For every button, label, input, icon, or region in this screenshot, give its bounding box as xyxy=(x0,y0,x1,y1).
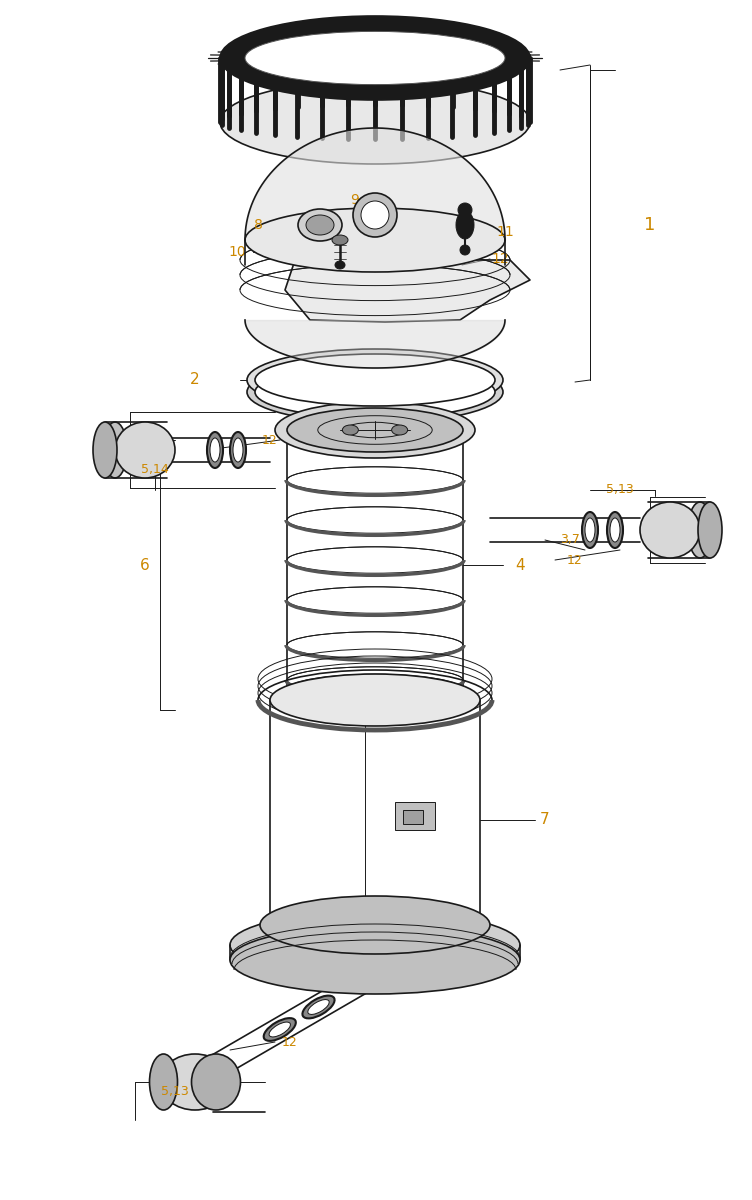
Bar xyxy=(403,810,423,824)
Ellipse shape xyxy=(460,245,470,254)
Ellipse shape xyxy=(287,674,463,706)
Ellipse shape xyxy=(245,31,505,84)
Ellipse shape xyxy=(392,425,408,434)
Text: 5,13: 5,13 xyxy=(606,484,634,497)
Text: 12: 12 xyxy=(282,1036,298,1049)
Ellipse shape xyxy=(207,432,223,468)
Ellipse shape xyxy=(361,200,389,229)
Ellipse shape xyxy=(298,209,342,241)
Text: 4: 4 xyxy=(515,558,525,572)
Text: 12: 12 xyxy=(491,252,509,266)
Ellipse shape xyxy=(247,361,503,422)
Ellipse shape xyxy=(456,211,474,239)
Ellipse shape xyxy=(255,366,495,418)
Bar xyxy=(395,802,435,830)
Text: 12: 12 xyxy=(262,433,278,446)
Ellipse shape xyxy=(210,438,220,462)
Text: 5,13: 5,13 xyxy=(161,1086,189,1098)
Ellipse shape xyxy=(220,16,530,100)
Ellipse shape xyxy=(610,518,620,542)
Text: 6: 6 xyxy=(140,558,150,572)
Ellipse shape xyxy=(335,260,345,269)
Ellipse shape xyxy=(220,80,530,164)
Ellipse shape xyxy=(150,1054,177,1110)
Polygon shape xyxy=(285,260,530,322)
Ellipse shape xyxy=(698,502,722,558)
Ellipse shape xyxy=(275,402,475,458)
Ellipse shape xyxy=(230,926,520,994)
Text: 5,14: 5,14 xyxy=(141,463,169,476)
Ellipse shape xyxy=(233,438,243,462)
Ellipse shape xyxy=(320,47,390,62)
Ellipse shape xyxy=(93,422,117,478)
Ellipse shape xyxy=(192,1054,241,1110)
Ellipse shape xyxy=(287,408,463,452)
Ellipse shape xyxy=(264,1018,296,1040)
Ellipse shape xyxy=(270,674,480,726)
Ellipse shape xyxy=(255,354,495,406)
Ellipse shape xyxy=(332,235,348,245)
Ellipse shape xyxy=(458,203,472,217)
Ellipse shape xyxy=(269,1022,290,1037)
Ellipse shape xyxy=(302,996,335,1019)
Ellipse shape xyxy=(245,31,505,84)
Ellipse shape xyxy=(688,502,712,558)
Ellipse shape xyxy=(230,432,246,468)
Ellipse shape xyxy=(245,208,505,272)
Text: 7: 7 xyxy=(540,812,550,828)
Text: 1: 1 xyxy=(644,216,656,234)
Text: 9: 9 xyxy=(350,193,359,206)
Ellipse shape xyxy=(353,193,397,236)
Ellipse shape xyxy=(115,422,175,478)
Ellipse shape xyxy=(306,215,334,235)
Ellipse shape xyxy=(308,1000,329,1014)
Text: 12: 12 xyxy=(567,553,583,566)
Ellipse shape xyxy=(640,502,700,558)
Text: 2: 2 xyxy=(190,372,200,388)
Text: 3,7: 3,7 xyxy=(560,534,580,546)
Text: 10: 10 xyxy=(228,245,246,259)
Ellipse shape xyxy=(260,896,490,954)
Text: 8: 8 xyxy=(253,218,262,232)
Ellipse shape xyxy=(607,512,623,548)
Text: 11: 11 xyxy=(496,226,514,239)
Ellipse shape xyxy=(342,425,359,434)
Ellipse shape xyxy=(585,518,595,542)
Ellipse shape xyxy=(160,1054,230,1110)
Ellipse shape xyxy=(230,911,520,979)
Ellipse shape xyxy=(247,349,503,410)
Ellipse shape xyxy=(582,512,598,548)
Ellipse shape xyxy=(103,422,127,478)
